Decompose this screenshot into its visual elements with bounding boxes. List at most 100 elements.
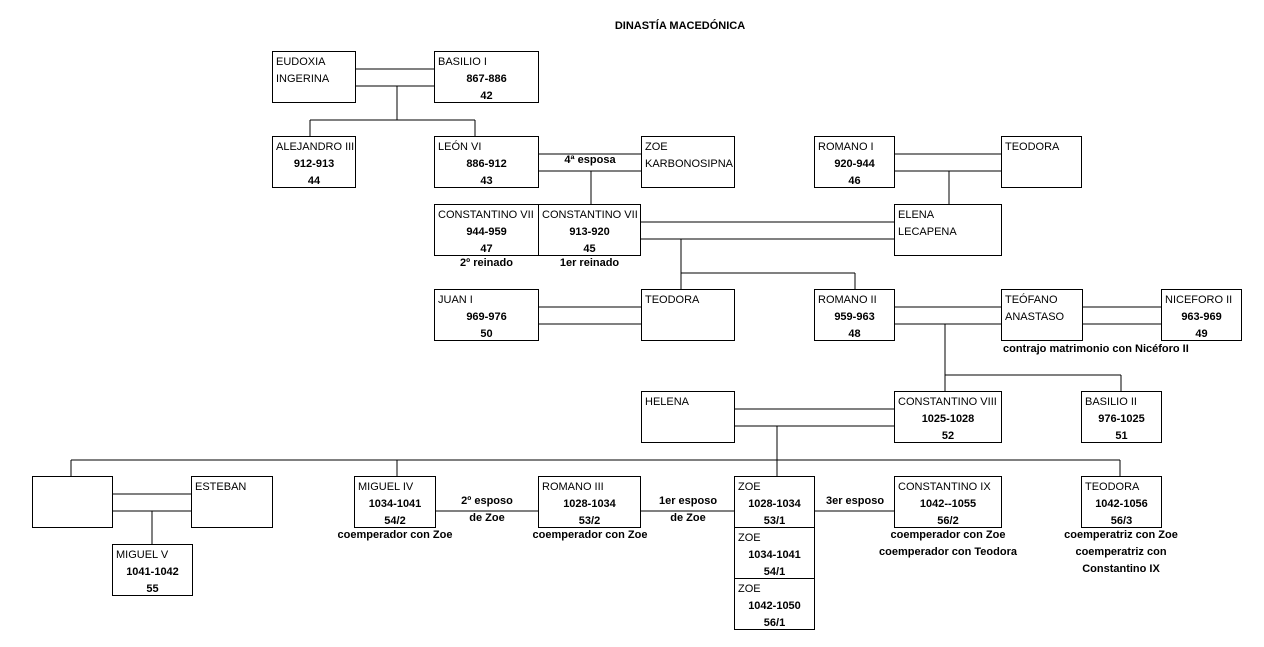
person-box-miguel-iv: MIGUEL IV 1034-1041 54/2 [354,476,436,528]
person-box-unnamed [32,476,113,528]
label-cuarta-esposa: 4ª esposa [564,154,616,166]
person-name: ZOE [738,583,761,595]
emperor-number: 52 [941,430,955,442]
person-box-zoe-first: ZOE 1028-1034 53/1 [734,476,815,528]
reign-years: 1034-1041 [368,498,422,510]
person-name: MIGUEL IV [358,481,414,493]
person-box-constantino-viii: CONSTANTINO VIII 1025-1028 52 [894,391,1002,443]
person-name: ZOE [645,141,668,153]
person-box-teofano: TEÓFANO ANASTASO [1001,289,1083,341]
person-box-niceforo-ii: NICEFORO II 963-969 49 [1161,289,1242,341]
person-box-esteban: ESTEBAN [191,476,273,528]
label-primer-esposo-de-zoe: de Zoe [670,512,706,524]
reign-years: 920-944 [834,158,875,170]
emperor-number: 43 [480,175,493,187]
person-box-alejandro-iii: ALEJANDRO III 912-913 44 [272,136,356,188]
reign-years: 959-963 [834,311,875,323]
person-box-basilio-i: BASILIO I 867-886 42 [434,51,539,103]
emperor-number: 56/3 [1110,515,1133,527]
person-box-zoe-karbonosipna: ZOE KARBONOSIPNA [641,136,735,188]
person-name: ALEJANDRO III [276,141,355,153]
emperor-number: 48 [848,328,861,340]
person-name: TEODORA [1005,141,1060,153]
person-name: LEÓN VI [438,141,482,153]
person-name: TEODORA [1085,481,1140,493]
label-coemperador-const9-teodora: coemperador con Teodora [879,546,1017,558]
emperor-number: 55 [146,583,159,595]
person-name-line2: KARBONOSIPNA [645,158,734,170]
label-primer-esposo: 1er esposo [658,495,718,507]
reign-years: 886-912 [466,158,507,170]
reign-years: 1025-1028 [921,413,975,425]
person-name: MIGUEL V [116,549,169,561]
person-box-teodora-juan-i: TEODORA [641,289,735,341]
person-name: CONSTANTINO VII [438,209,534,221]
person-box-leon-vi: LEÓN VI 886-912 43 [434,136,539,188]
person-name: TEODORA [645,294,700,306]
person-box-zoe-second: ZOE 1034-1041 54/1 [734,527,815,579]
emperor-number: 53/2 [578,515,601,527]
emperor-number: 49 [1195,328,1208,340]
emperor-number: 53/1 [763,515,786,527]
reign-years: 1042--1055 [919,498,977,510]
emperor-number: 46 [848,175,861,187]
person-name: ELENA [898,209,935,221]
person-box-teodora-romano-i: TEODORA [1001,136,1082,188]
label-coemperador-romano-iii: coemperador con Zoe [532,529,648,541]
person-box-eudoxia: EUDOXIA INGERINA [272,51,356,103]
label-coemperador-miguel-iv: coemperador con Zoe [337,529,453,541]
label-segundo-esposo: 2º esposo [461,495,513,507]
person-box-elena-lecapena: ELENA LECAPENA [894,204,1002,256]
reign-years: 1042-1050 [748,600,801,612]
person-box-constantino-ix: CONSTANTINO IX 1042--1055 56/2 [894,476,1002,528]
person-name: BASILIO II [1085,396,1137,408]
label-coemperatriz-constantino-ix: Constantino IX [1082,563,1160,575]
reign-years: 867-886 [466,73,507,85]
person-name: ZOE [738,532,761,544]
person-name: EUDOXIA [276,56,326,68]
person-name: ESTEBAN [195,481,247,493]
person-box-juan-i: JUAN I 969-976 50 [434,289,539,341]
reign-years: 1034-1041 [748,549,801,561]
reign-years: 969-976 [466,311,507,323]
emperor-number: 56/1 [763,617,786,629]
emperor-number: 54/1 [763,566,786,578]
person-box-zoe-third: ZOE 1042-1050 56/1 [734,578,815,630]
person-name: HELENA [645,396,690,408]
person-name: CONSTANTINO VII [542,209,638,221]
reign-years: 913-920 [569,226,610,238]
person-box-constantino-vii-first: CONSTANTINO VII 913-920 45 [538,204,641,256]
reign-years: 1041-1042 [126,566,179,578]
person-name: NICEFORO II [1165,294,1233,306]
label-segundo-reinado: 2º reinado [460,257,513,269]
person-box-romano-i: ROMANO I 920-944 46 [814,136,895,188]
emperor-number: 42 [480,90,493,102]
label-coemperador-const9-zoe: coemperador con Zoe [890,529,1006,541]
person-box-teodora-final: TEODORA 1042-1056 56/3 [1081,476,1162,528]
diagram-title: DINASTÍA MACEDÓNICA [614,20,746,32]
emperor-number: 56/2 [937,515,959,527]
person-name: JUAN I [438,294,473,306]
emperor-number: 44 [307,175,321,187]
reign-years: 944-959 [466,226,507,238]
reign-years: 1028-1034 [748,498,801,510]
person-name: ROMANO II [818,294,877,306]
person-name-line2: LECAPENA [898,226,957,238]
reign-years: 912-913 [293,158,335,170]
person-box-helena: HELENA [641,391,735,443]
person-name: TEÓFANO [1005,294,1058,306]
person-name: CONSTANTINO IX [898,481,991,493]
label-primer-reinado: 1er reinado [559,257,620,269]
label-tercer-esposo: 3er esposo [825,495,885,507]
label-coemperatriz-zoe: coemperatriz con Zoe [1064,529,1178,541]
person-name: ROMANO III [542,481,604,493]
person-name: CONSTANTINO VIII [898,396,997,408]
person-box-constantino-vii-second: CONSTANTINO VII 944-959 47 [434,204,539,256]
label-segundo-esposo-de-zoe: de Zoe [469,512,505,524]
emperor-number: 50 [480,328,493,340]
person-box-basilio-ii: BASILIO II 976-1025 51 [1081,391,1162,443]
emperor-number: 51 [1115,430,1128,442]
person-name: ROMANO I [818,141,874,153]
reign-years: 976-1025 [1098,413,1145,425]
